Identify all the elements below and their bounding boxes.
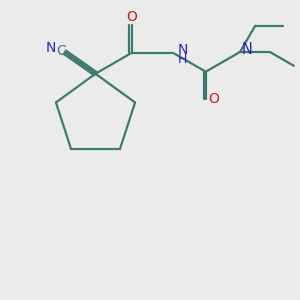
Text: O: O bbox=[126, 10, 137, 24]
Text: N: N bbox=[46, 41, 56, 55]
Text: C: C bbox=[56, 44, 66, 58]
Text: H: H bbox=[178, 53, 188, 66]
Text: O: O bbox=[208, 92, 219, 106]
Text: N: N bbox=[178, 43, 188, 57]
Text: N: N bbox=[242, 42, 253, 57]
